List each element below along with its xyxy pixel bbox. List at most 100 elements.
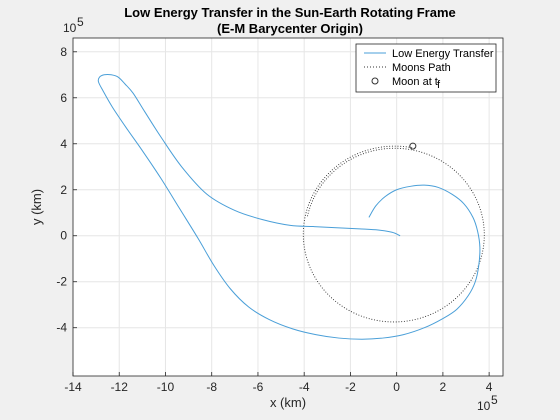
moon-path-dot [313, 192, 315, 194]
moon-path-dot [381, 148, 383, 150]
moon-path-dot [335, 169, 337, 171]
moon-path-dot [427, 314, 429, 317]
moon-path-dot [465, 286, 468, 288]
moon-path-dot [379, 320, 381, 322]
moon-path-dot [378, 149, 380, 151]
moon-path-dot [470, 279, 472, 281]
moon-path-dot [476, 268, 478, 270]
moon-path-dot [327, 176, 329, 178]
moon-path-dot [355, 313, 357, 315]
moon-path-dot [442, 307, 444, 309]
moon-path-dot [343, 307, 345, 309]
moon-path-dot [402, 148, 404, 150]
moon-path-dot [422, 316, 424, 318]
moon-path-dot [406, 320, 408, 322]
moon-path-dot [383, 148, 385, 150]
moon-path-dot [413, 149, 415, 151]
moon-path-dot [419, 317, 421, 319]
moon-path-dot [439, 309, 441, 311]
moon-path-dot [350, 311, 353, 313]
moon-path-dot [408, 148, 410, 150]
moon-path-dot [314, 190, 316, 192]
moon-path-dot [476, 199, 478, 201]
moon-path-dot [473, 194, 475, 196]
moon-path-dot [337, 167, 339, 169]
moon-path-dot [307, 212, 309, 214]
moon-path-dot [307, 215, 309, 217]
x-tick-label: -14 [64, 380, 82, 394]
x-ticks: -14 -12 -10 -8 -6 -4 -2 0 2 4 [64, 372, 493, 394]
moon-path-dot [462, 290, 464, 292]
moon-path-dot [308, 210, 310, 212]
moon-path-dot [364, 150, 366, 152]
x-tick-label: 0 [393, 380, 400, 394]
y-tick-label: -4 [56, 321, 67, 335]
moon-path-dot [408, 146, 410, 148]
moon-path-dot [390, 321, 392, 323]
moon-path-dot [346, 161, 348, 163]
moon-path-dot [482, 219, 484, 221]
moon-path-dot [363, 316, 365, 318]
x-axis-label: x (km) [270, 395, 306, 410]
moon-path-dot [350, 158, 352, 160]
moon-path-dot [359, 152, 361, 154]
moon-path-dot [315, 193, 317, 195]
moon-path-dot [432, 312, 434, 314]
moon-path-dot [394, 145, 396, 147]
moon-path-dot [343, 162, 345, 164]
y-ticks: -4 -2 0 2 4 6 8 [56, 45, 77, 335]
moon-path-dot [340, 162, 342, 164]
moon-path-series [302, 145, 485, 323]
moon-path-dot [435, 311, 437, 313]
moon-path-dot [383, 146, 385, 148]
moon-path-dot [466, 183, 468, 185]
moon-path-dot [414, 319, 416, 321]
moon-path-dot [405, 146, 407, 148]
moon-path-dot [323, 289, 325, 291]
moon-path-dot [320, 181, 322, 183]
moon-path-dot [325, 178, 327, 180]
moon-path-dot [483, 242, 485, 244]
moon-path-dot [352, 155, 354, 157]
moon-path-dot [482, 247, 484, 250]
moon-path-dot [410, 149, 412, 151]
moon-path-dot [311, 200, 314, 202]
moon-path-dot [360, 154, 362, 156]
moon-path-dot [483, 245, 485, 247]
moon-path-dot [373, 150, 375, 152]
moon-path-dot [389, 145, 391, 147]
moon-path-dot [375, 149, 377, 151]
moon-path-dot [417, 318, 419, 320]
moon-path-dot [481, 214, 483, 216]
moon-path-dot [303, 241, 305, 243]
moon-path-dot [309, 199, 311, 201]
moon-path-dot [318, 188, 320, 190]
moon-path-dot [368, 151, 370, 153]
moon-path-dot [460, 292, 462, 294]
x-multiplier: 10 [477, 399, 491, 413]
moon-path-dot [347, 158, 349, 160]
moon-path-dot [302, 230, 304, 232]
moon-path-dot [358, 314, 360, 316]
moon-path-dot [312, 198, 315, 200]
moon-path-dot [458, 294, 461, 296]
moon-path-dot [362, 153, 365, 155]
moon-path-dot [463, 179, 465, 181]
moon-path-dot [338, 164, 340, 166]
moon-path-dot [303, 243, 305, 245]
x-tick-label: -10 [157, 380, 175, 394]
moon-path-dot [348, 159, 350, 162]
moon-path-dot [314, 195, 316, 197]
moon-path-dot [438, 159, 440, 161]
moon-path-dot [459, 175, 461, 177]
moon-path-dot [319, 183, 321, 185]
moon-path-dot [444, 306, 446, 308]
moon-path-dot [302, 227, 305, 230]
moon-path-dot [368, 318, 370, 320]
moon-path-dot [428, 154, 430, 156]
y-tick-label: 4 [60, 137, 67, 151]
y-multiplier-exp: 5 [77, 15, 84, 29]
moon-path-dot [386, 148, 388, 150]
moon-path-dot [440, 160, 442, 162]
